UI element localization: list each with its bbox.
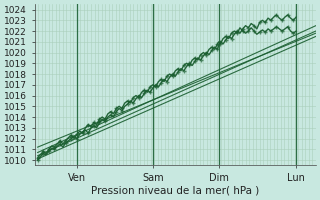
X-axis label: Pression niveau de la mer( hPa ): Pression niveau de la mer( hPa ) (91, 186, 260, 196)
